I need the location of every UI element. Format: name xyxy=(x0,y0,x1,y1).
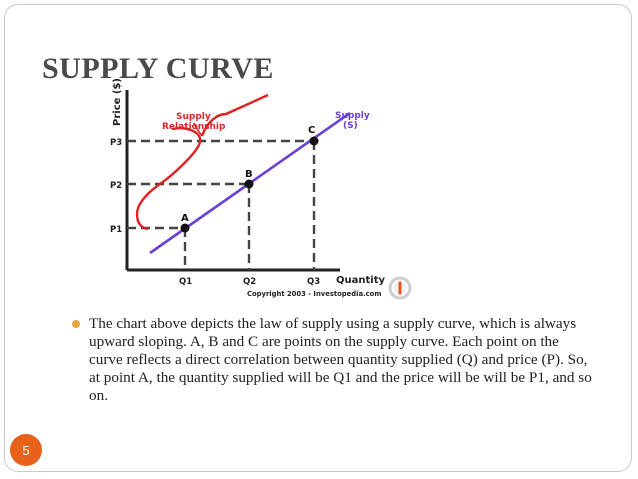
investopedia-logo-icon xyxy=(388,276,412,300)
x-axis-label: Quantity xyxy=(336,275,385,286)
tick-p3: P3 xyxy=(110,138,122,148)
copyright-text: Copyright 2003 - Investopedia.com xyxy=(247,290,381,298)
supply-curve-diagram: Price ($) A B C P3 P2 P1 Q1 Q2 Q3 xyxy=(100,78,430,303)
slide-frame xyxy=(4,4,632,472)
tick-q1: Q1 xyxy=(179,277,192,287)
bullet-item: The chart above depicts the law of suppl… xyxy=(72,315,592,405)
bullet-dot-icon xyxy=(72,320,80,328)
point-c-label: C xyxy=(308,125,315,136)
supply-label: Supply xyxy=(335,111,370,121)
tick-p2: P2 xyxy=(110,181,122,191)
supply-diagram-svg: Price ($) A B C P3 P2 P1 Q1 Q2 Q3 xyxy=(110,78,412,300)
point-a-label: A xyxy=(181,213,189,224)
point-b-label: B xyxy=(245,169,253,180)
relationship-label-line2: Relationship xyxy=(162,122,226,132)
page-number-badge: 5 xyxy=(10,434,42,466)
point-a-dot xyxy=(180,223,190,233)
supply-label-s: (S) xyxy=(343,121,358,131)
relationship-label: Supply xyxy=(176,112,211,122)
page-number: 5 xyxy=(22,442,30,458)
tick-p1: P1 xyxy=(110,225,122,235)
relationship-pointer xyxy=(193,122,203,137)
relationship-curve-lower xyxy=(135,127,202,231)
point-c-dot xyxy=(309,136,319,146)
point-b-dot xyxy=(244,179,254,189)
bullet-text: The chart above depicts the law of suppl… xyxy=(89,315,592,404)
relationship-curve-upper xyxy=(200,93,269,137)
tick-q3: Q3 xyxy=(307,277,320,287)
slide-title: SUPPLY CURVE xyxy=(42,52,274,85)
y-axis-label: Price ($) xyxy=(112,78,123,126)
tick-q2: Q2 xyxy=(243,277,256,287)
